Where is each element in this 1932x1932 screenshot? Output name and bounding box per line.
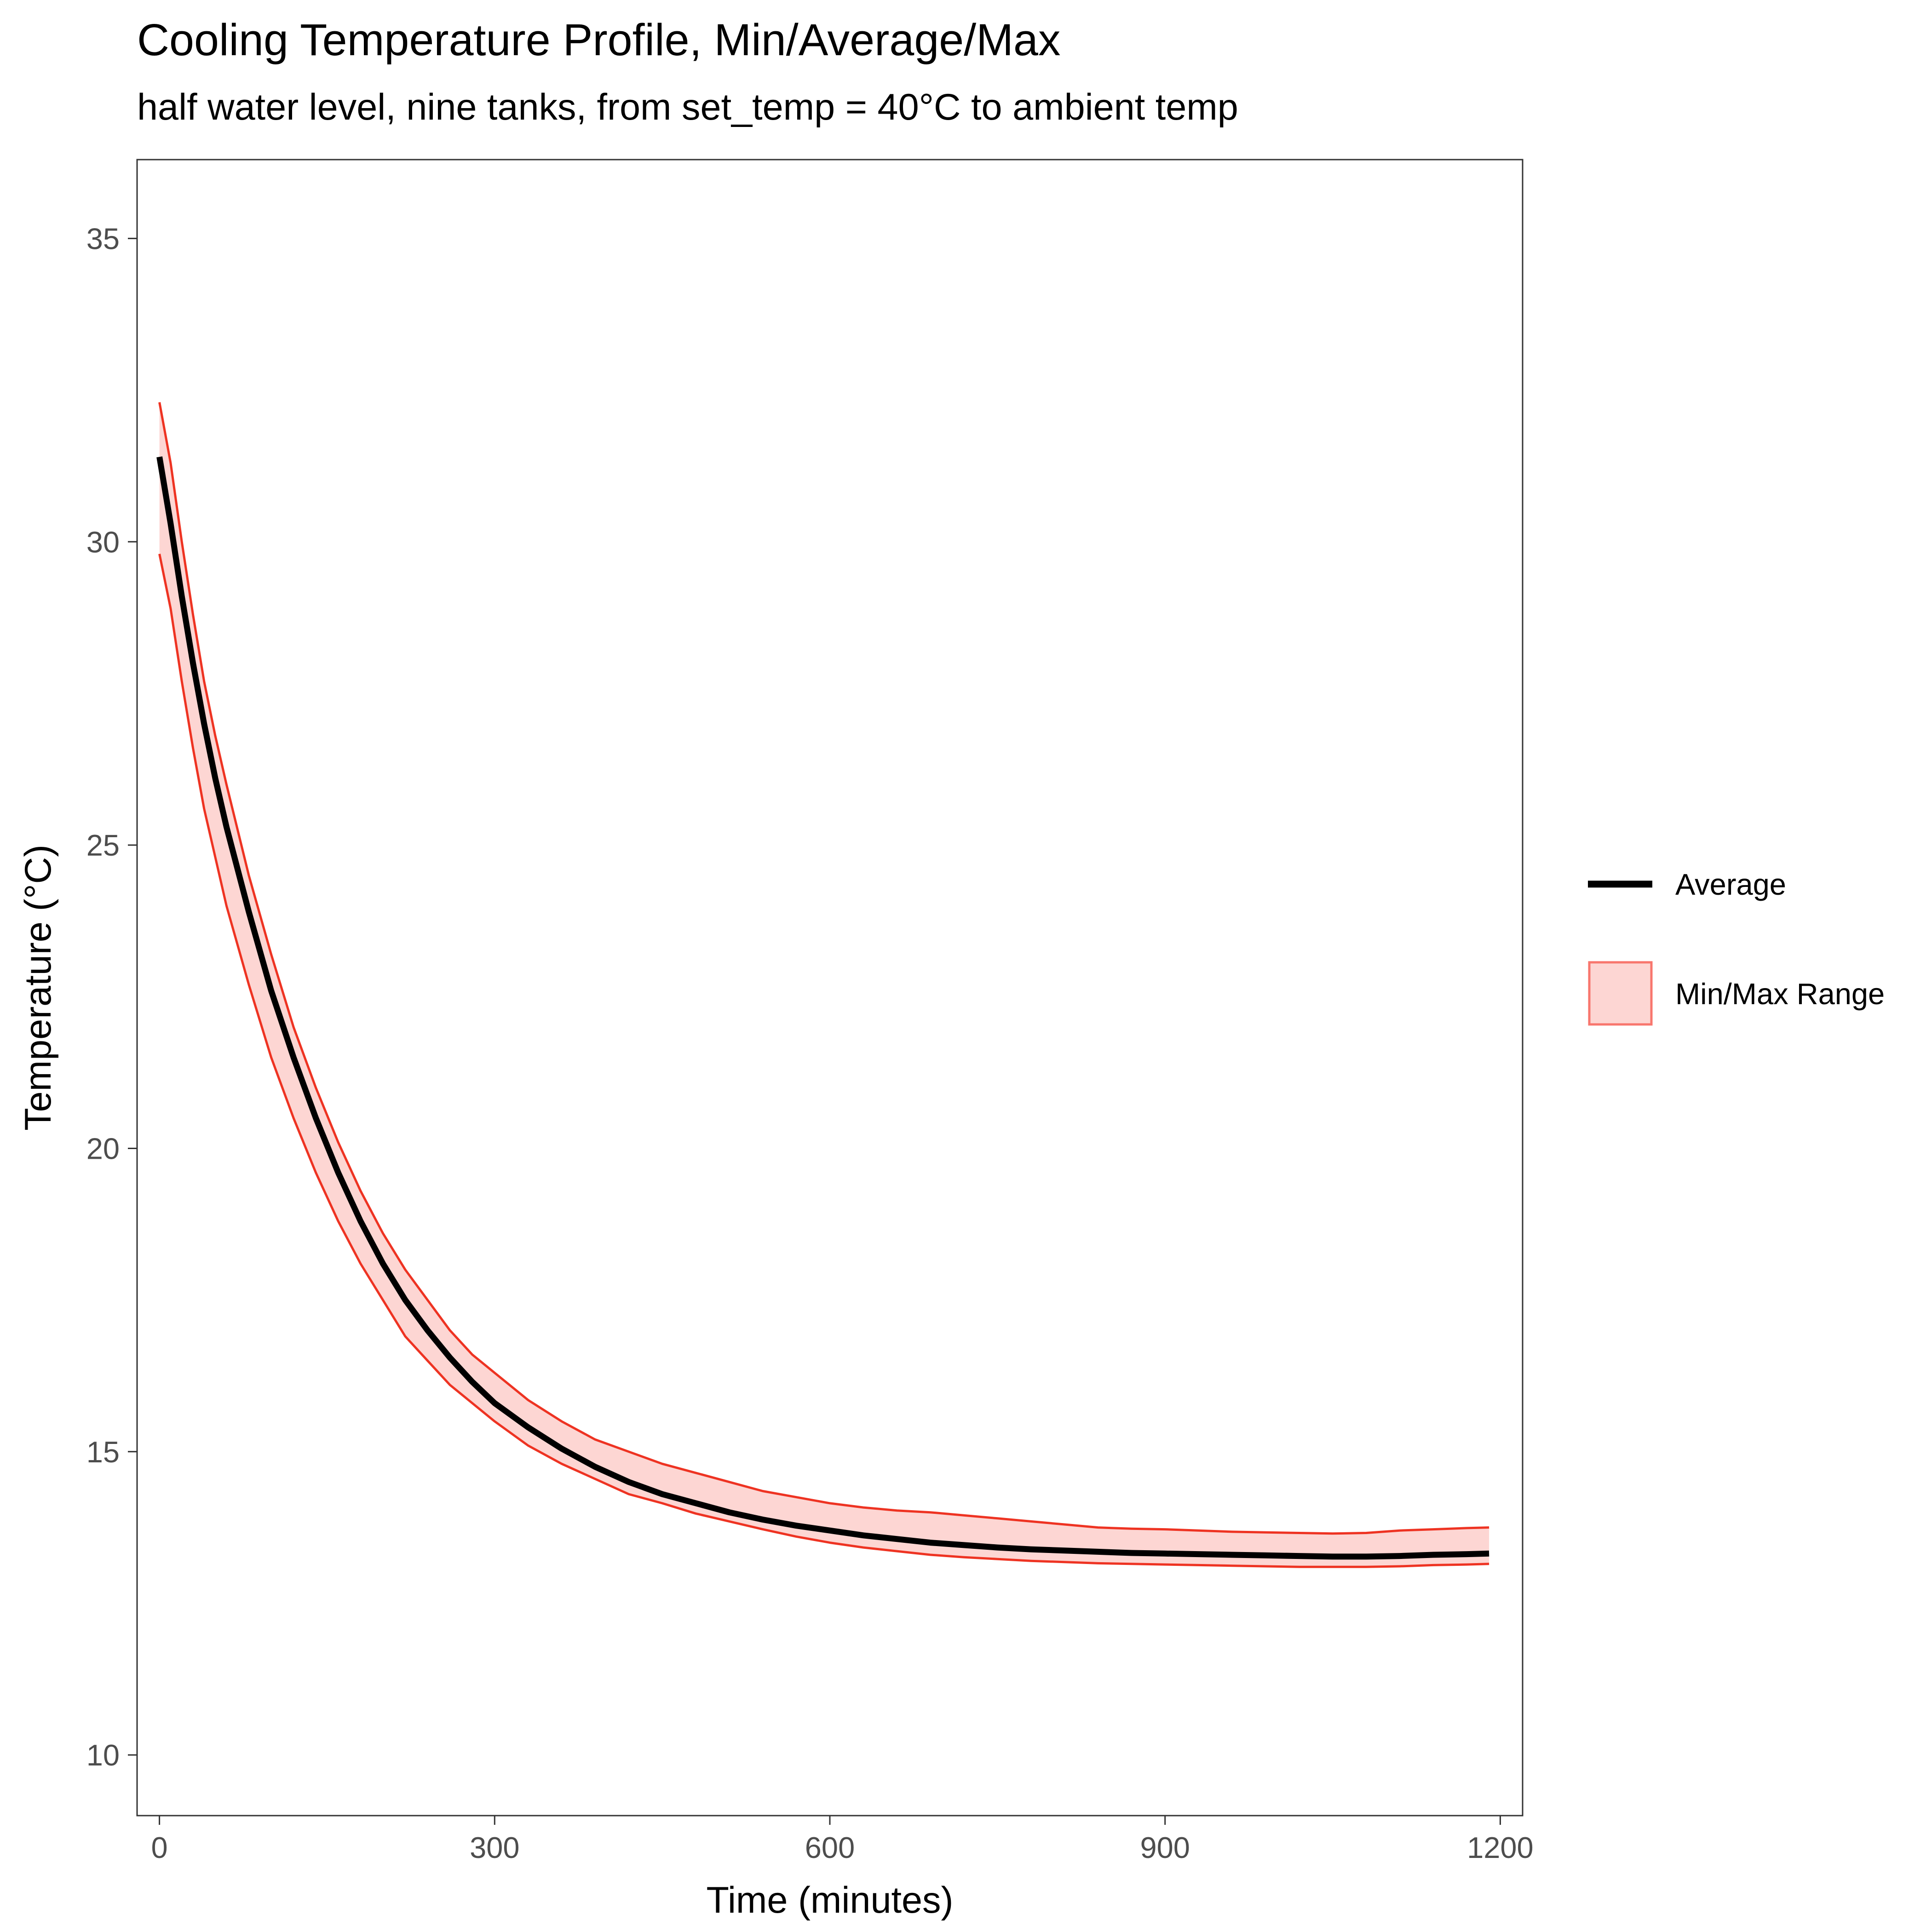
y-tick-label: 15 bbox=[86, 1435, 120, 1469]
legend-label-range: Min/Max Range bbox=[1675, 977, 1885, 1011]
legend: Average Min/Max Range bbox=[1588, 868, 1885, 1026]
x-tick-label: 300 bbox=[470, 1831, 519, 1864]
chart-title: Cooling Temperature Profile, Min/Average… bbox=[137, 15, 1060, 65]
x-tick-label: 600 bbox=[805, 1831, 855, 1864]
x-tick-label: 0 bbox=[151, 1831, 168, 1864]
min-max-ribbon bbox=[159, 402, 1489, 1567]
x-axis-title: Time (minutes) bbox=[706, 1880, 953, 1921]
y-tick-label: 25 bbox=[86, 828, 120, 862]
y-tick-label: 30 bbox=[86, 525, 120, 559]
x-tick-label: 1200 bbox=[1467, 1831, 1534, 1864]
legend-key-range bbox=[1588, 961, 1653, 1026]
min-line bbox=[158, 553, 1489, 1568]
legend-label-average: Average bbox=[1675, 868, 1786, 901]
y-tick-label: 10 bbox=[86, 1738, 120, 1772]
y-tick-label: 20 bbox=[86, 1132, 120, 1165]
y-axis-title: Temperature (°C) bbox=[17, 845, 59, 1131]
x-axis: 0 300 600 900 1200 bbox=[151, 1816, 1534, 1864]
plot-area bbox=[156, 402, 1489, 1568]
x-tick-label: 900 bbox=[1140, 1831, 1190, 1864]
max-line bbox=[158, 402, 1489, 1535]
average-line bbox=[156, 456, 1489, 1560]
chart-subtitle: half water level, nine tanks, from set_t… bbox=[137, 86, 1238, 128]
y-axis: 10 15 20 25 30 35 bbox=[86, 222, 137, 1772]
y-tick-label: 35 bbox=[86, 222, 120, 255]
